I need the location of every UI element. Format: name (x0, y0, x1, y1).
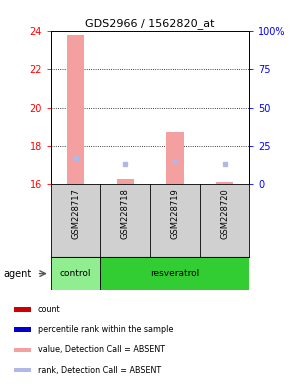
Bar (14, 327, 31, 332)
Bar (14, 307, 31, 312)
Text: count: count (38, 305, 60, 314)
Text: rank, Detection Call = ABSENT: rank, Detection Call = ABSENT (38, 366, 161, 374)
Bar (14, 367, 31, 372)
Bar (67, 35, 84, 184)
Bar (216, 182, 233, 184)
Text: GSM228718: GSM228718 (121, 188, 130, 239)
Bar (14, 348, 31, 353)
Text: agent: agent (3, 268, 31, 279)
Title: GDS2966 / 1562820_at: GDS2966 / 1562820_at (85, 18, 215, 30)
Text: control: control (60, 269, 91, 278)
Text: GSM228720: GSM228720 (220, 188, 229, 239)
Text: resveratrol: resveratrol (150, 269, 200, 278)
FancyBboxPatch shape (51, 257, 100, 290)
Text: value, Detection Call = ABSENT: value, Detection Call = ABSENT (38, 346, 165, 354)
Text: GSM228717: GSM228717 (71, 188, 80, 239)
Text: percentile rank within the sample: percentile rank within the sample (38, 325, 173, 334)
Bar (117, 179, 134, 184)
Bar (166, 132, 184, 184)
FancyBboxPatch shape (100, 257, 249, 290)
Text: GSM228719: GSM228719 (171, 188, 180, 239)
